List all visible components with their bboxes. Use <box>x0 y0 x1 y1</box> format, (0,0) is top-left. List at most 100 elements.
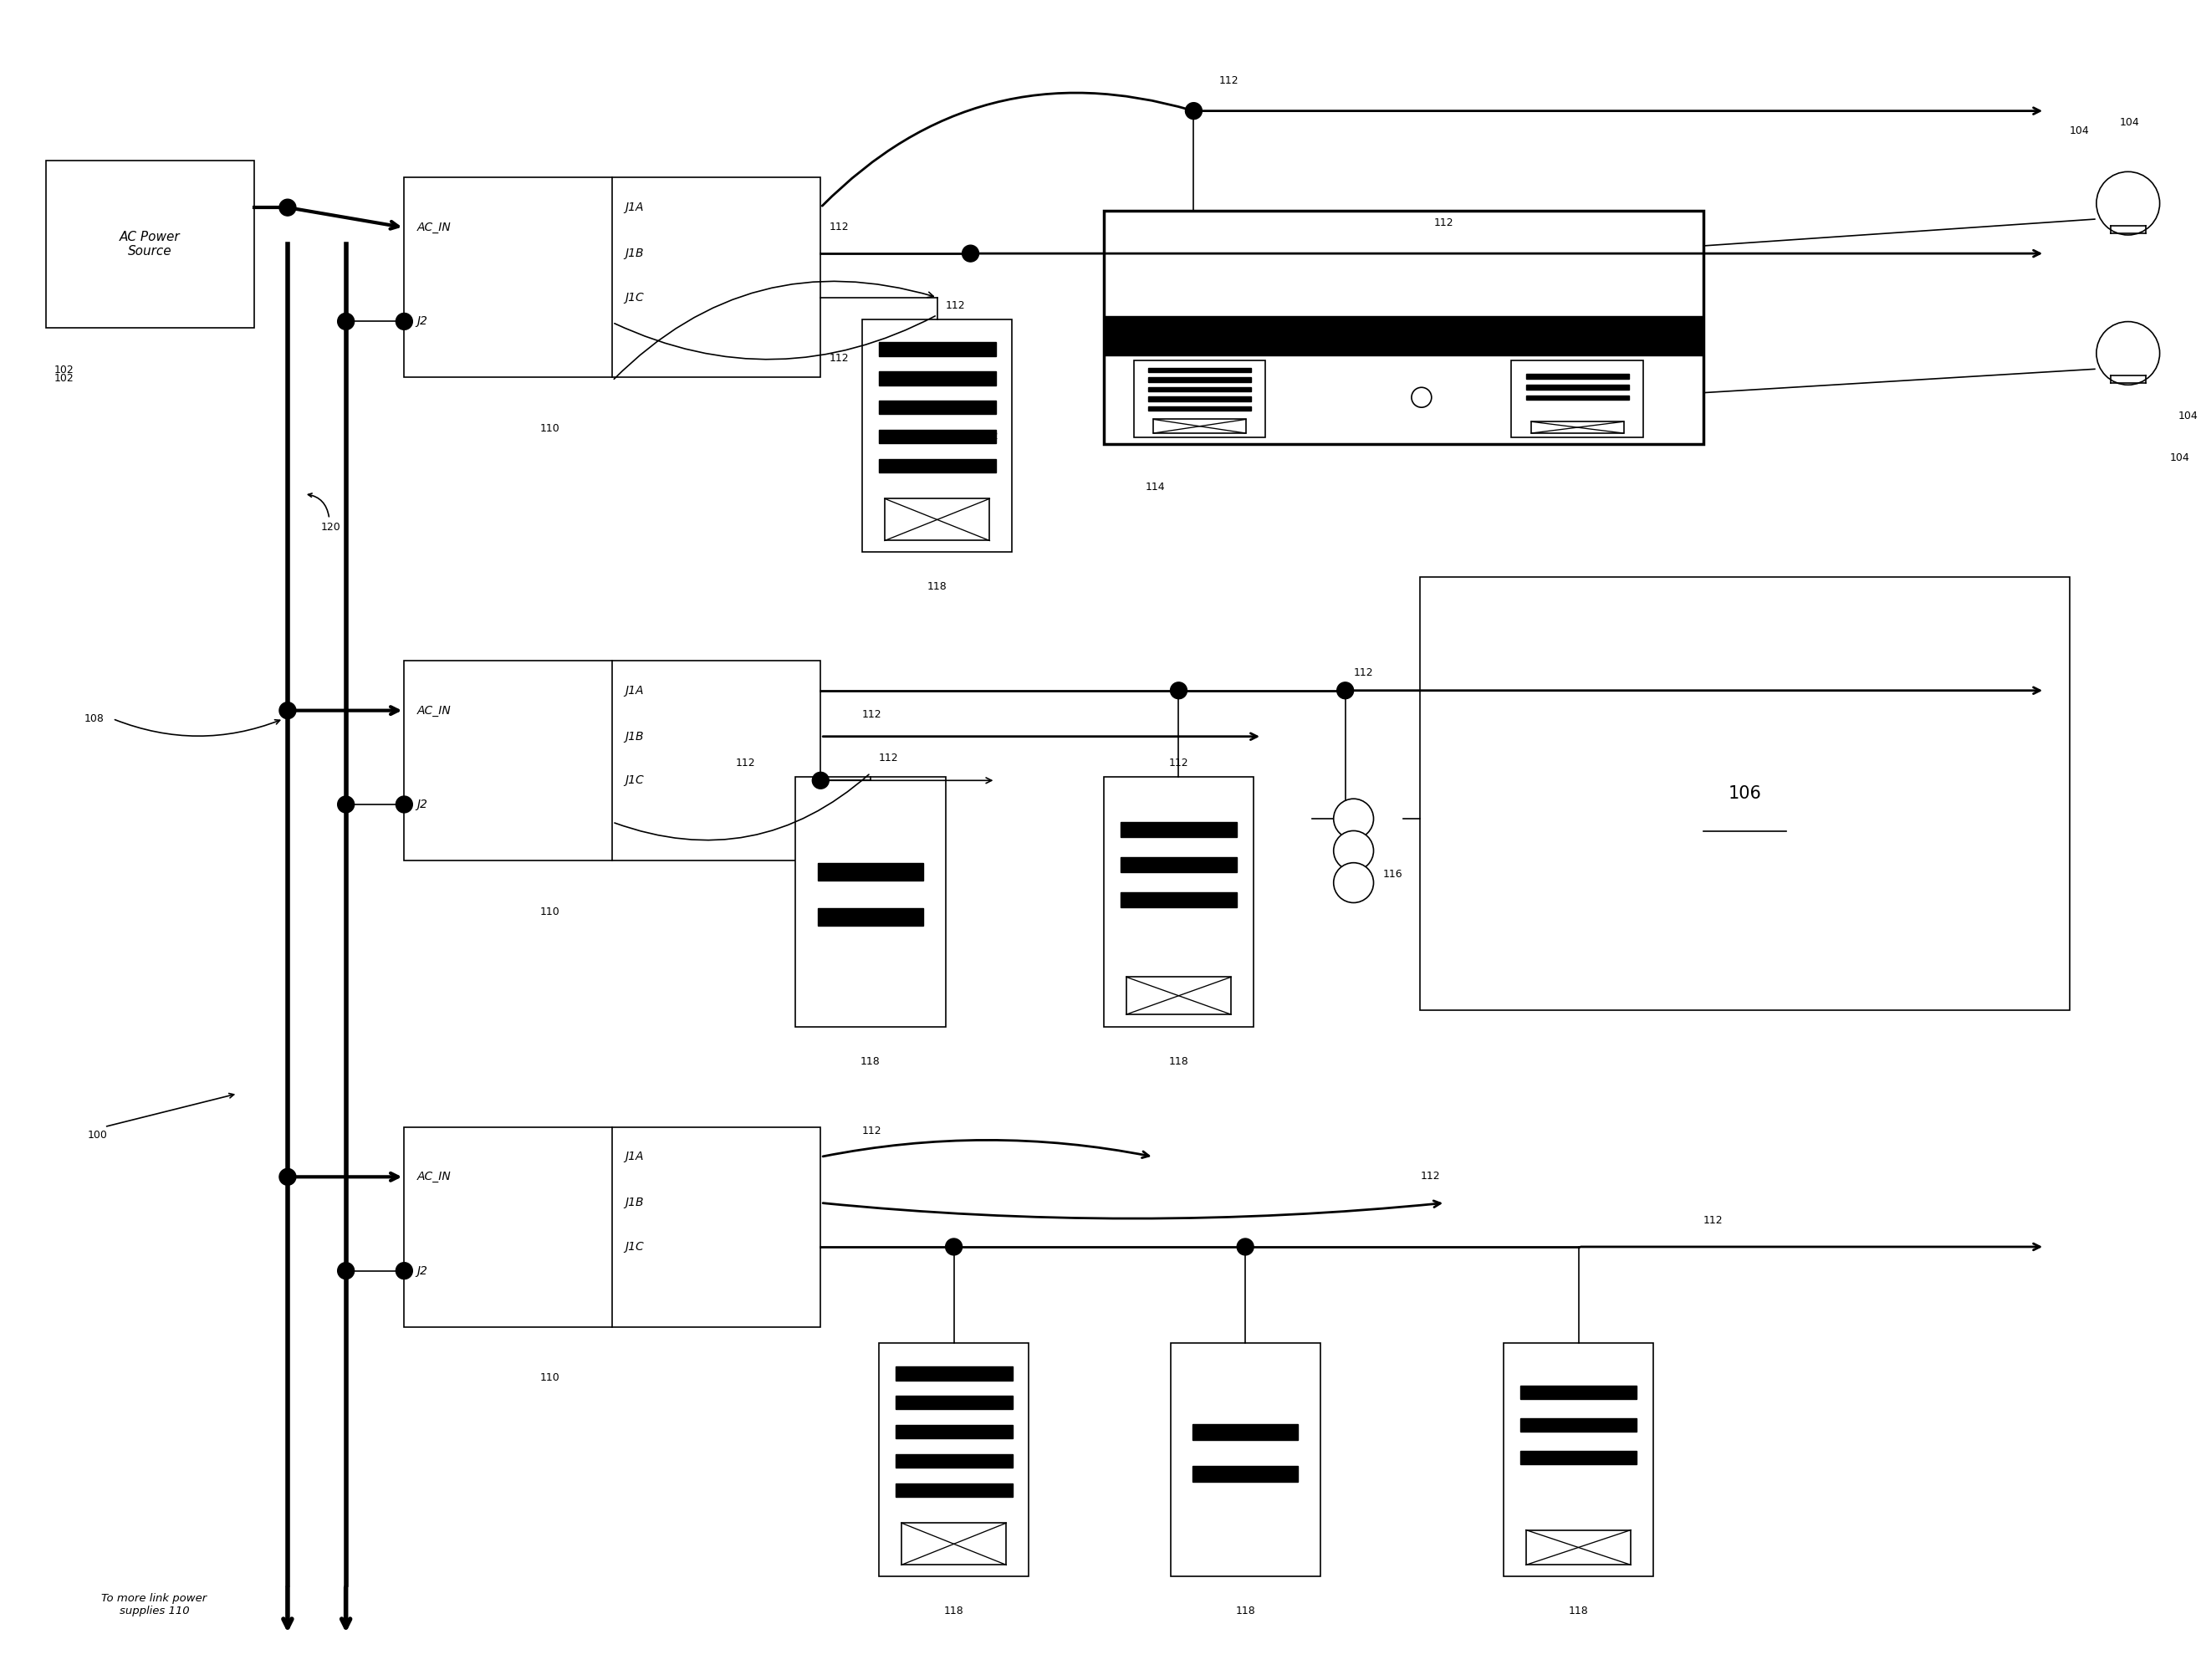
Bar <box>1120 857 1237 872</box>
Text: 104: 104 <box>2170 452 2190 464</box>
Bar <box>878 371 995 385</box>
Bar <box>1134 360 1266 437</box>
Bar <box>1512 360 1644 437</box>
Bar <box>1521 1386 1638 1399</box>
Text: AC_IN: AC_IN <box>416 222 451 234</box>
Circle shape <box>337 1262 354 1278</box>
Bar <box>819 909 922 926</box>
Text: 112: 112 <box>946 301 966 311</box>
Circle shape <box>962 245 979 262</box>
Bar <box>863 319 1012 553</box>
Bar <box>1103 316 1704 356</box>
Text: J2: J2 <box>416 798 427 810</box>
Text: 112: 112 <box>1420 1171 1439 1183</box>
Text: AC_IN: AC_IN <box>416 1171 451 1183</box>
Bar <box>1532 422 1624 433</box>
Text: 104: 104 <box>2120 116 2139 128</box>
Bar <box>878 459 995 472</box>
Text: J1C: J1C <box>625 1242 645 1253</box>
Circle shape <box>1334 830 1373 870</box>
Bar <box>405 178 821 378</box>
Circle shape <box>1186 102 1202 119</box>
Text: 112: 112 <box>863 1126 883 1136</box>
Circle shape <box>2095 321 2159 385</box>
Bar <box>1525 395 1629 400</box>
Text: J1B: J1B <box>625 1196 643 1208</box>
Bar <box>902 1524 1006 1566</box>
Circle shape <box>280 702 295 719</box>
Circle shape <box>280 200 295 215</box>
Text: 112: 112 <box>1704 1215 1723 1226</box>
Text: 118: 118 <box>1169 1057 1189 1067</box>
Text: 112: 112 <box>863 709 883 719</box>
Bar <box>1149 386 1250 391</box>
Circle shape <box>280 1169 295 1184</box>
Text: 104: 104 <box>2069 124 2089 136</box>
Circle shape <box>396 312 412 329</box>
Bar <box>1171 1344 1321 1576</box>
Bar <box>1420 578 2069 1010</box>
Text: J1C: J1C <box>625 774 645 786</box>
Bar <box>1103 212 1704 444</box>
Text: AC Power
Source: AC Power Source <box>119 230 180 257</box>
Text: J1A: J1A <box>625 1151 643 1163</box>
Text: 112: 112 <box>830 222 850 232</box>
Text: 110: 110 <box>539 423 559 433</box>
Text: J1B: J1B <box>625 247 643 259</box>
Text: J1A: J1A <box>625 685 643 697</box>
Bar <box>896 1483 1012 1497</box>
Text: 118: 118 <box>927 581 946 593</box>
Bar <box>795 778 946 1026</box>
Text: 112: 112 <box>979 430 999 442</box>
Bar <box>1120 892 1237 907</box>
Bar <box>878 343 995 356</box>
Bar <box>885 499 990 541</box>
Text: 112: 112 <box>1169 758 1189 769</box>
Bar <box>896 1425 1012 1438</box>
Text: 118: 118 <box>1235 1606 1255 1616</box>
Text: 108: 108 <box>84 714 103 724</box>
Circle shape <box>337 312 354 329</box>
Text: 102: 102 <box>55 365 75 376</box>
Bar <box>405 1127 821 1327</box>
Bar <box>1153 420 1246 433</box>
Bar <box>878 430 995 444</box>
Text: J1C: J1C <box>625 292 645 304</box>
Text: 112: 112 <box>735 758 755 769</box>
Text: 112: 112 <box>878 753 898 764</box>
Bar <box>1193 1425 1299 1440</box>
Text: 120: 120 <box>321 522 341 533</box>
Text: 118: 118 <box>1569 1606 1589 1616</box>
Text: 112: 112 <box>830 353 850 365</box>
Text: 100: 100 <box>88 1129 108 1141</box>
Text: 110: 110 <box>539 1373 559 1383</box>
Text: 102: 102 <box>55 373 75 385</box>
Bar <box>1149 378 1250 381</box>
Text: 112: 112 <box>1219 76 1239 86</box>
Text: J1A: J1A <box>625 202 643 213</box>
Bar <box>46 161 255 328</box>
Bar <box>1127 978 1230 1015</box>
Text: 116: 116 <box>1382 869 1402 880</box>
Text: 112: 112 <box>1354 667 1373 679</box>
Text: 114: 114 <box>1145 482 1164 492</box>
Circle shape <box>2095 171 2159 235</box>
Circle shape <box>396 796 412 813</box>
Bar <box>1149 396 1250 402</box>
Text: To more link power
supplies 110: To more link power supplies 110 <box>101 1593 207 1616</box>
Bar <box>896 1396 1012 1410</box>
Text: 110: 110 <box>539 906 559 917</box>
Bar <box>1521 1450 1638 1465</box>
Circle shape <box>1334 864 1373 902</box>
Text: 104: 104 <box>2179 410 2199 422</box>
Bar <box>1503 1344 1653 1576</box>
Text: 118: 118 <box>861 1057 880 1067</box>
Bar <box>1193 1467 1299 1482</box>
Bar <box>896 1455 1012 1468</box>
Circle shape <box>1336 682 1354 699</box>
Bar <box>405 660 821 860</box>
Circle shape <box>337 796 354 813</box>
Bar <box>1525 1530 1631 1566</box>
Bar <box>1120 822 1237 837</box>
Circle shape <box>396 1262 412 1278</box>
